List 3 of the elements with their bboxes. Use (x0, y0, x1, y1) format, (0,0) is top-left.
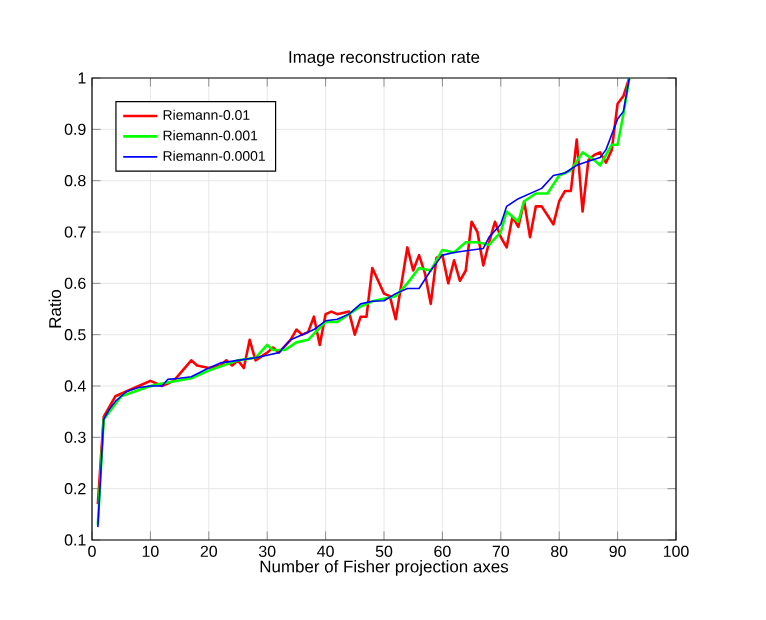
x-axis-title: Number of Fisher projection axes (260, 560, 509, 576)
y-axis-title: Ratio (48, 289, 62, 328)
chart-title: Image reconstruction rate (289, 50, 480, 67)
